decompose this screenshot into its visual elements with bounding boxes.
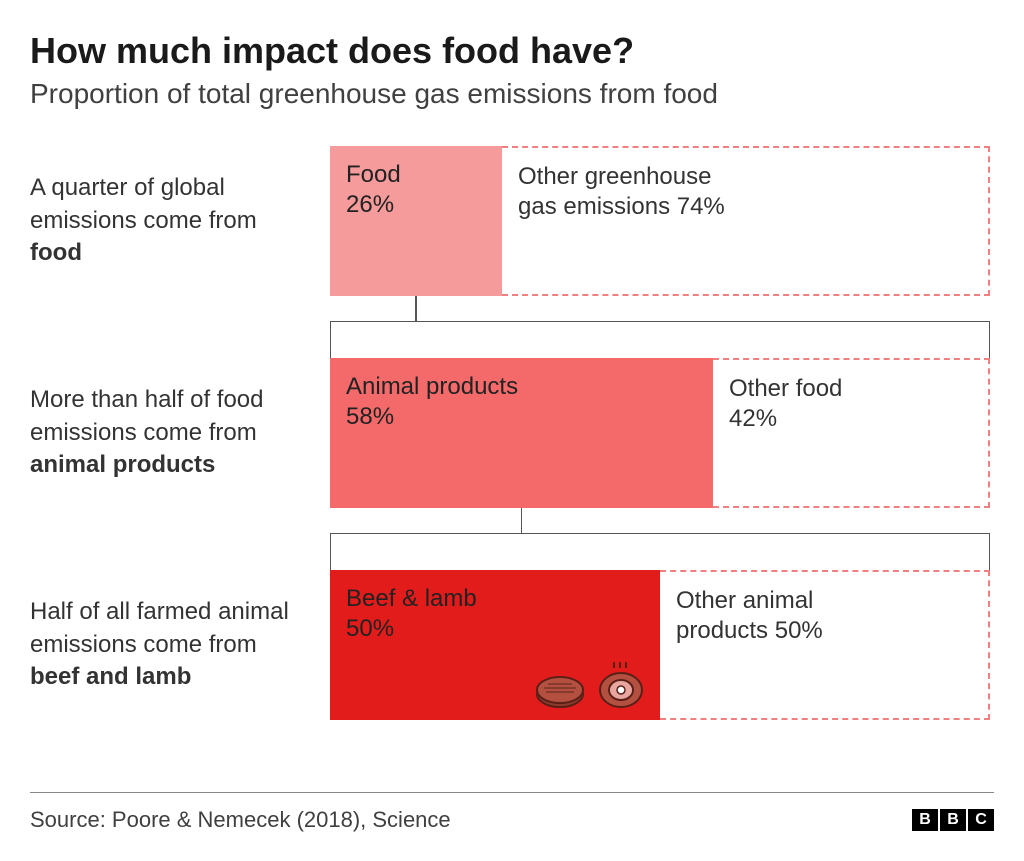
row-label: A quarter of global emissions come from … xyxy=(30,146,330,296)
meat-icons xyxy=(534,662,646,710)
bar-container: Animal products58%Other food42% xyxy=(330,358,990,508)
chart-rows: A quarter of global emissions come from … xyxy=(30,146,994,720)
chart-row: More than half of food emissions come fr… xyxy=(30,358,994,508)
bbc-logo-block: B xyxy=(940,809,966,831)
connector-line xyxy=(415,296,417,321)
ham-icon xyxy=(596,662,646,710)
chart-title: How much impact does food have? xyxy=(30,30,994,72)
chart-row: A quarter of global emissions come from … xyxy=(30,146,994,296)
connector-bracket xyxy=(330,533,990,570)
bar-filled-segment: Animal products58% xyxy=(330,358,713,508)
bbc-logo-block: C xyxy=(968,809,994,831)
row-label: More than half of food emissions come fr… xyxy=(30,358,330,508)
bar-filled-segment: Food26% xyxy=(330,146,502,296)
connector-bracket xyxy=(330,321,990,358)
bbc-logo-block: B xyxy=(912,809,938,831)
bar-rest-segment: Other greenhousegas emissions 74% xyxy=(502,146,990,296)
source-text: Source: Poore & Nemecek (2018), Science xyxy=(30,807,451,833)
bar-filled-segment: Beef & lamb50% xyxy=(330,570,660,720)
connector-line xyxy=(521,508,523,533)
bar-rest-segment: Other food42% xyxy=(713,358,990,508)
bar-container: Beef & lamb50% Other animalproducts 50% xyxy=(330,570,990,720)
chart-subtitle: Proportion of total greenhouse gas emiss… xyxy=(30,78,994,110)
row-label: Half of all farmed animal emissions come… xyxy=(30,570,330,720)
bar-container: Food26%Other greenhousegas emissions 74% xyxy=(330,146,990,296)
chart-row: Half of all farmed animal emissions come… xyxy=(30,570,994,720)
steak-icon xyxy=(534,670,586,710)
footer-divider xyxy=(30,792,994,793)
bar-rest-segment: Other animalproducts 50% xyxy=(660,570,990,720)
chart-footer: Source: Poore & Nemecek (2018), Science … xyxy=(30,792,994,833)
bbc-logo: BBC xyxy=(912,809,994,831)
